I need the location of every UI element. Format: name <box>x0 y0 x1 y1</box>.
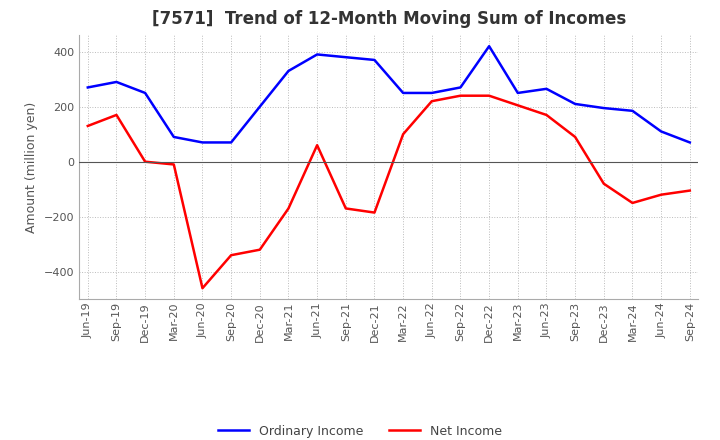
Ordinary Income <box>256 104 264 109</box>
Net Income <box>169 162 178 167</box>
Ordinary Income <box>513 90 522 95</box>
Net Income <box>198 286 207 291</box>
Net Income <box>571 134 580 139</box>
Ordinary Income <box>141 90 150 95</box>
Net Income <box>542 112 551 117</box>
Line: Net Income: Net Income <box>88 95 690 288</box>
Ordinary Income <box>198 140 207 145</box>
Title: [7571]  Trend of 12-Month Moving Sum of Incomes: [7571] Trend of 12-Month Moving Sum of I… <box>152 10 626 28</box>
Net Income <box>370 210 379 215</box>
Net Income <box>657 192 665 197</box>
Ordinary Income <box>112 79 121 84</box>
Legend: Ordinary Income, Net Income: Ordinary Income, Net Income <box>213 420 507 440</box>
Net Income <box>112 112 121 117</box>
Net Income <box>399 132 408 137</box>
Ordinary Income <box>312 52 321 57</box>
Ordinary Income <box>227 140 235 145</box>
Ordinary Income <box>571 101 580 106</box>
Net Income <box>513 103 522 108</box>
Net Income <box>227 253 235 258</box>
Ordinary Income <box>628 108 636 114</box>
Ordinary Income <box>485 44 493 49</box>
Line: Ordinary Income: Ordinary Income <box>88 46 690 143</box>
Net Income <box>284 206 293 211</box>
Ordinary Income <box>542 86 551 92</box>
Net Income <box>628 200 636 205</box>
Net Income <box>428 99 436 104</box>
Net Income <box>456 93 465 98</box>
Ordinary Income <box>685 140 694 145</box>
Ordinary Income <box>284 68 293 73</box>
Ordinary Income <box>84 85 92 90</box>
Ordinary Income <box>169 134 178 139</box>
Ordinary Income <box>399 90 408 95</box>
Y-axis label: Amount (million yen): Amount (million yen) <box>25 102 38 233</box>
Ordinary Income <box>341 55 350 60</box>
Ordinary Income <box>657 129 665 134</box>
Net Income <box>685 188 694 193</box>
Net Income <box>600 181 608 186</box>
Ordinary Income <box>456 85 465 90</box>
Ordinary Income <box>600 106 608 111</box>
Net Income <box>312 143 321 148</box>
Net Income <box>84 123 92 128</box>
Net Income <box>256 247 264 253</box>
Net Income <box>141 159 150 164</box>
Net Income <box>341 206 350 211</box>
Ordinary Income <box>370 57 379 62</box>
Ordinary Income <box>428 90 436 95</box>
Net Income <box>485 93 493 98</box>
